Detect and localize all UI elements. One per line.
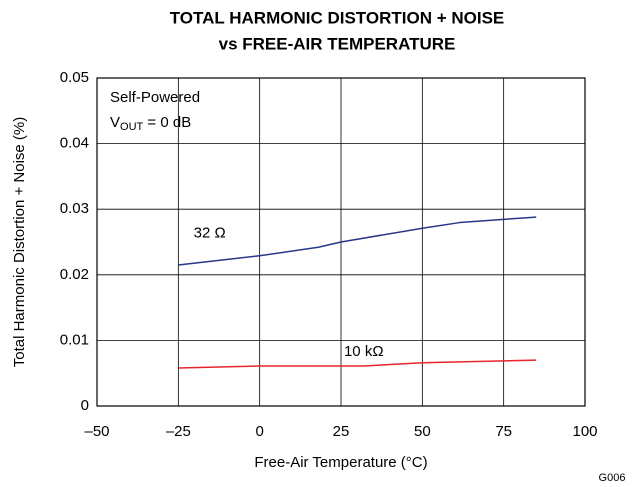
- x-tick-label: 100: [572, 423, 597, 440]
- inset-text: = 0 dB: [143, 114, 191, 131]
- y-tick-label: 0.05: [60, 69, 89, 86]
- series-label: 10 kΩ: [344, 343, 384, 360]
- series-label: 32 Ω: [194, 225, 226, 242]
- chart-title: TOTAL HARMONIC DISTORTION + NOISE: [170, 8, 505, 27]
- y-tick-label: 0.01: [60, 331, 89, 348]
- chart-title: vs FREE-AIR TEMPERATURE: [219, 34, 456, 53]
- x-tick-label: 25: [333, 423, 350, 440]
- x-tick-label: –25: [166, 423, 191, 440]
- plot-frame: [96, 77, 586, 407]
- inset-symbol: V: [110, 114, 120, 131]
- x-tick-label: 75: [495, 423, 512, 440]
- y-axis-label: Total Harmonic Distortion + Noise (%): [11, 117, 28, 368]
- inset-text: VOUT = 0 dB: [110, 114, 191, 133]
- inset-subscript: OUT: [120, 121, 144, 133]
- x-tick-label: –50: [84, 423, 109, 440]
- series-line: [178, 359, 537, 369]
- x-tick-label: 50: [414, 423, 431, 440]
- series-line: [178, 216, 537, 266]
- x-tick-label: 0: [255, 423, 263, 440]
- figure-id: G006: [599, 472, 626, 484]
- y-tick-label: 0: [81, 397, 89, 414]
- inset-text: Self-Powered: [110, 89, 200, 106]
- x-axis-label: Free-Air Temperature (°C): [254, 454, 427, 471]
- y-tick-label: 0.03: [60, 200, 89, 217]
- y-tick-label: 0.04: [60, 135, 89, 152]
- y-tick-label: 0.02: [60, 266, 89, 283]
